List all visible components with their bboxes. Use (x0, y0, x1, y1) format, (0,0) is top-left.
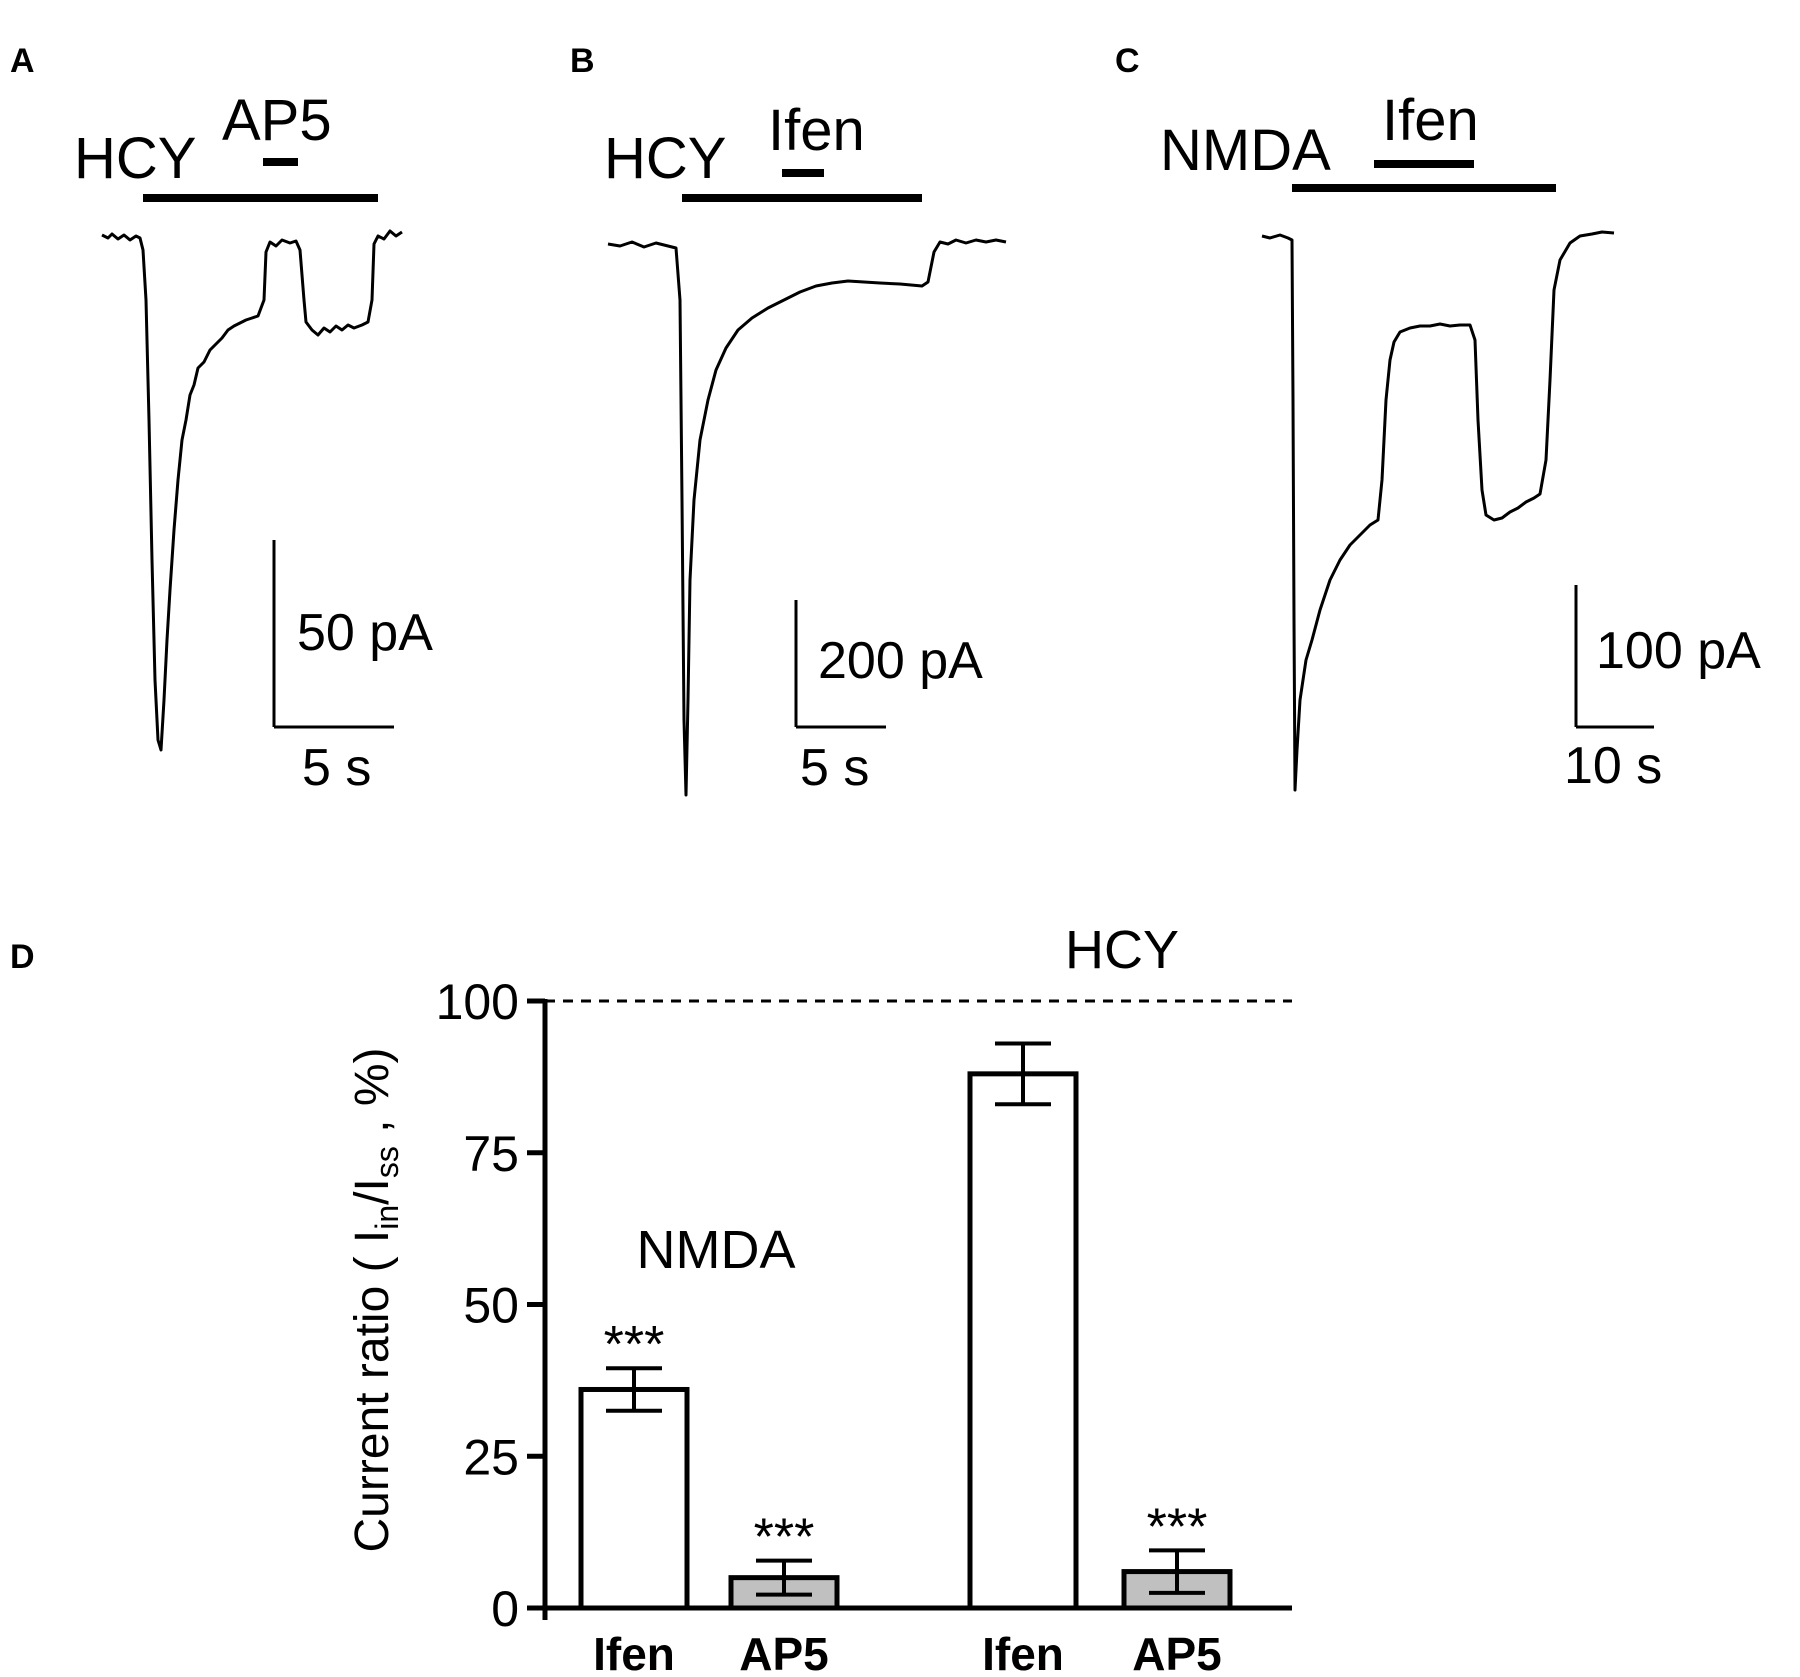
panel-letter-c: C (1115, 42, 1140, 80)
y-tick-label: 0 (491, 1581, 519, 1637)
drug-label-c: Ifen (1382, 88, 1479, 153)
significance-label: *** (604, 1316, 665, 1374)
panel-letter-d: D (10, 938, 35, 976)
group-label-hcy: HCY (1065, 920, 1179, 980)
panel-b: B HCY Ifen 200 pA 5 s (570, 42, 1007, 797)
panel-letter-a: A (10, 42, 35, 80)
x-category-label: Ifen (593, 1628, 675, 1677)
scale-label-y-a: 50 pA (297, 604, 433, 662)
significance-label: *** (1147, 1498, 1208, 1556)
scale-label-y-b: 200 pA (818, 632, 983, 690)
bar-chart: 0 25 50 75 100 NMDA *** Ifen *** AP5 HCY Ifen *** AP5 (436, 920, 1292, 1677)
bar-nmda-ifen (578, 1386, 690, 1611)
drug-label-a: AP5 (222, 88, 332, 153)
panel-letter-b: B (570, 42, 595, 80)
panel-c: C NMDA Ifen 100 pA 10 s (1115, 42, 1761, 795)
y-axis-label: Current ratio ( Iin/Iss , %) (346, 1047, 405, 1552)
group-label-nmda: NMDA (637, 1220, 796, 1280)
agonist-label-b: HCY (604, 126, 726, 191)
y-tick-label: 25 (463, 1429, 519, 1485)
scale-label-x-c: 10 s (1564, 737, 1662, 795)
significance-label: *** (754, 1509, 815, 1567)
current-trace-a (101, 229, 403, 752)
scale-label-x-a: 5 s (302, 739, 371, 797)
y-tick-label: 50 (463, 1278, 519, 1334)
current-trace-b (607, 238, 1007, 797)
x-category-label: AP5 (1132, 1628, 1221, 1677)
y-tick-label: 100 (436, 974, 519, 1030)
agonist-label-c: NMDA (1160, 118, 1331, 183)
scale-label-x-b: 5 s (800, 739, 869, 797)
panel-d: D Current ratio ( Iin/Iss , %) 0 25 50 75 10… (10, 920, 1292, 1677)
agonist-label-a: HCY (74, 126, 196, 191)
scale-label-y-c: 100 pA (1596, 622, 1761, 680)
x-category-label: AP5 (739, 1628, 828, 1677)
x-category-label: Ifen (982, 1628, 1064, 1677)
current-trace-c (1261, 230, 1615, 792)
y-tick-label: 75 (463, 1126, 519, 1182)
bar-hcy-ifen (967, 1071, 1079, 1611)
drug-label-b: Ifen (768, 98, 865, 163)
panel-a: A HCY AP5 50 pA 5 s (10, 42, 433, 797)
